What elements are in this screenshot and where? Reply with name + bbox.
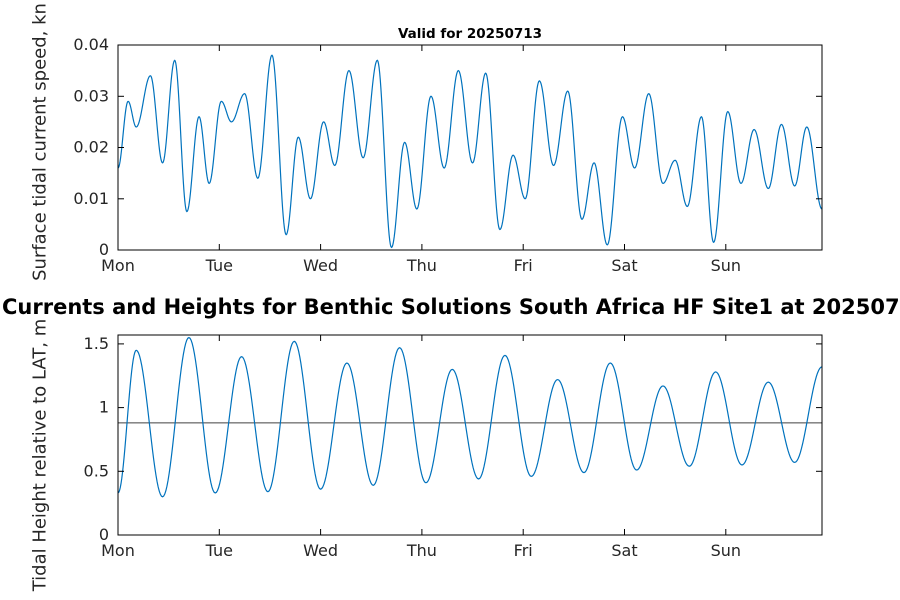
x-tick-label: Mon	[101, 256, 135, 275]
axes-box	[117, 334, 823, 536]
y-tick-label: 0.01	[73, 189, 109, 208]
x-tick-label: Sun	[711, 256, 741, 275]
y-tick-label: 0.04	[73, 35, 109, 54]
axes-box	[117, 44, 823, 251]
x-tick-label: Tue	[205, 256, 233, 275]
x-tick-label: Thu	[406, 541, 437, 560]
x-tick-label: Sun	[711, 541, 741, 560]
current-speed-chart: Mon Tue Wed Thu Fri Sat Sun 0 0.01 0.02 0.03 0.04	[73, 35, 823, 275]
x-tick-label: Sat	[611, 256, 637, 275]
tidal-height-ylabel: Tidal Height relative to LAT, m	[29, 318, 51, 592]
tidal-height-chart: Mon Tue Wed Thu Fri Sat Sun 0 0.5 1 1.5	[84, 334, 823, 560]
x-tick-label: Tue	[205, 541, 233, 560]
x-tick-label: Fri	[514, 256, 533, 275]
y-tick-label: 0.03	[73, 86, 109, 105]
y-tick-label: 0.02	[73, 138, 109, 157]
x-tick-label: Fri	[514, 541, 533, 560]
y-tick-label: 0	[99, 240, 109, 259]
y-tick-label: 0.5	[84, 461, 109, 480]
current-speed-ylabel: Surface tidal current speed, kn	[29, 3, 51, 281]
x-tick-label: Wed	[303, 541, 338, 560]
data-line	[118, 336, 822, 498]
current-speed-chart-title: Valid for 20250713	[397, 26, 543, 42]
x-tick-label: Mon	[101, 541, 135, 560]
x-tick-label: Wed	[303, 256, 338, 275]
x-tick-label: Sat	[611, 541, 637, 560]
data-line	[118, 54, 822, 249]
x-tick-label: Thu	[406, 256, 437, 275]
figure-main-title: Currents and Heights for Benthic Solutio…	[2, 295, 900, 319]
y-tick-label: 0	[99, 525, 109, 544]
y-tick-label: 1.5	[84, 334, 109, 353]
y-tick-label: 1	[99, 398, 109, 417]
